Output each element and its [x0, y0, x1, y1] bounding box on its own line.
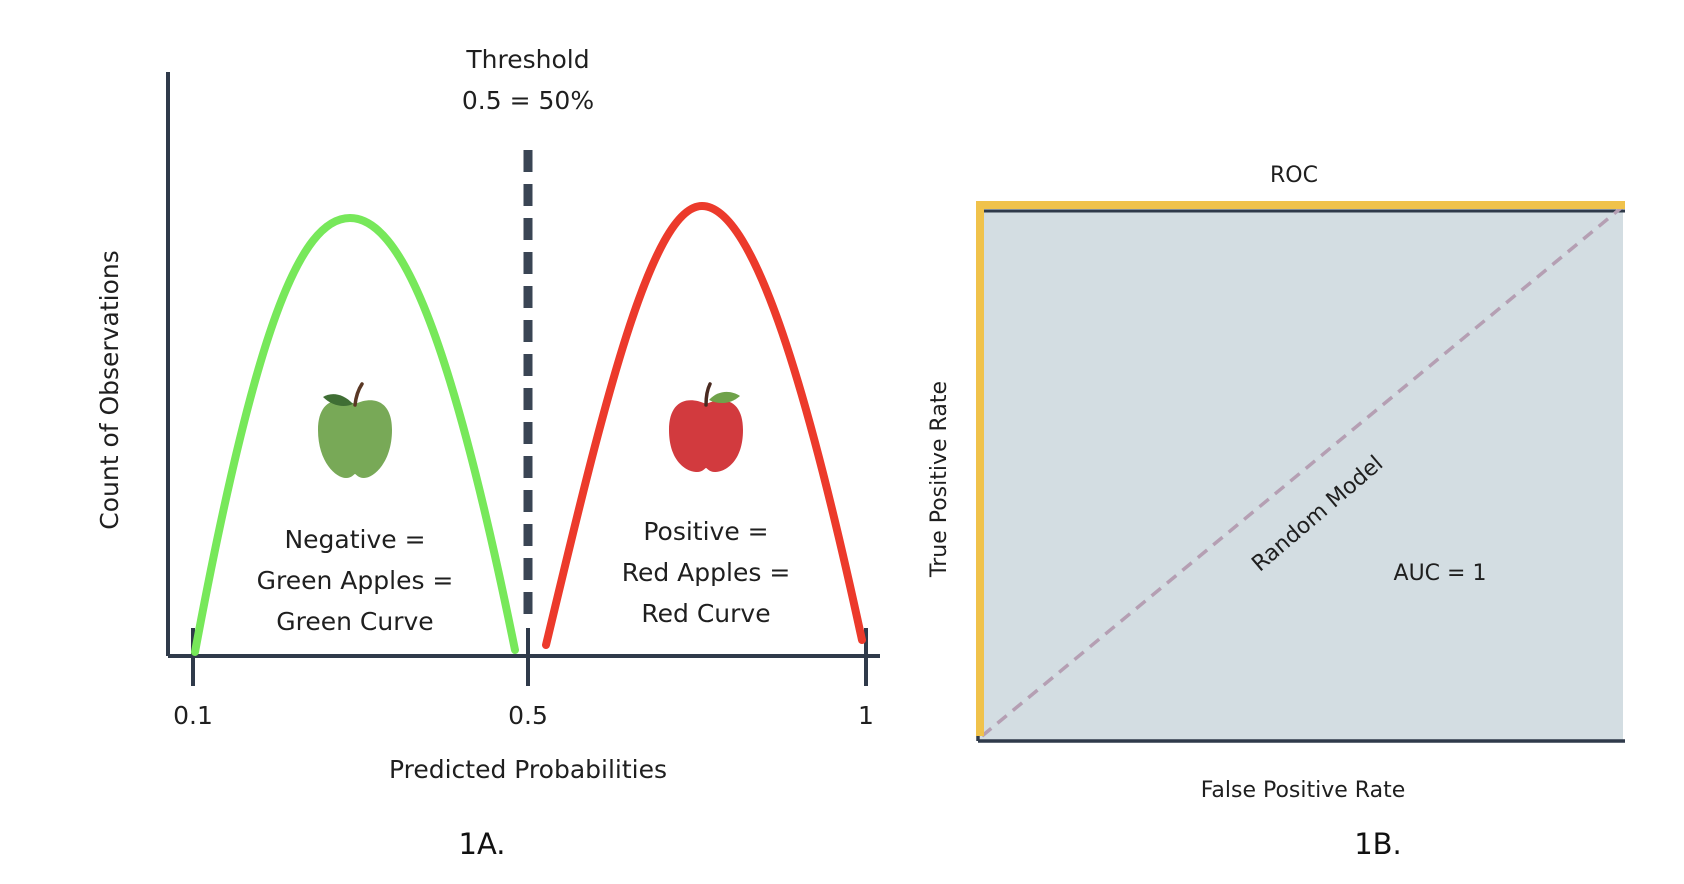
- auc-area: [980, 206, 1623, 740]
- positive-label-line3: Red Curve: [641, 599, 770, 628]
- panel-1b: ROC Random Model AUC = 1 True Positive R…: [927, 163, 1625, 861]
- roc-title: ROC: [1270, 163, 1318, 188]
- panel-1a: Threshold 0.5 = 50% 0.1 0.5 1 Negat: [95, 45, 880, 861]
- positive-label-line1: Positive =: [643, 517, 768, 546]
- roc-y-axis-label: True Positive Rate: [927, 381, 952, 578]
- auc-label: AUC = 1: [1394, 561, 1487, 586]
- caption-1b: 1B.: [1354, 827, 1402, 861]
- negative-curve: [191, 213, 519, 656]
- negative-label-line1: Negative =: [284, 525, 425, 554]
- negative-label-line3: Green Curve: [276, 607, 433, 636]
- caption-1a: 1A.: [459, 827, 506, 861]
- y-axis-label: Count of Observations: [95, 250, 124, 530]
- roc-curve: [976, 201, 1625, 736]
- tick-label-0.5: 0.5: [508, 701, 548, 730]
- positive-label-line2: Red Apples =: [622, 558, 791, 587]
- green-apple-icon: [318, 382, 392, 478]
- tick-label-0.1: 0.1: [173, 701, 213, 730]
- roc-x-axis-label: False Positive Rate: [1201, 778, 1405, 803]
- random-model-diagonal: [980, 206, 1623, 738]
- positive-curve: [542, 201, 866, 649]
- negative-label-line2: Green Apples =: [257, 566, 454, 595]
- red-apple-icon: [669, 382, 743, 472]
- threshold-title: Threshold: [465, 45, 589, 74]
- x-axis-label: Predicted Probabilities: [389, 755, 667, 784]
- tick-label-1: 1: [858, 701, 874, 730]
- threshold-value: 0.5 = 50%: [462, 86, 594, 115]
